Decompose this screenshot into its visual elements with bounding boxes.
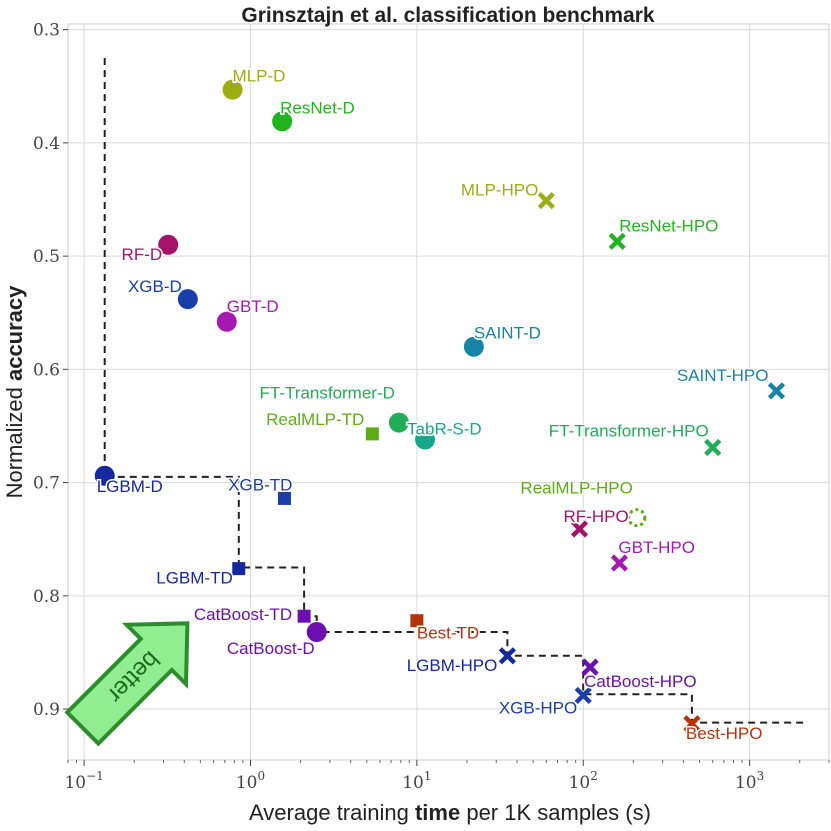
x-tick-base: 10: [402, 773, 424, 793]
point-resnet-d: [272, 111, 293, 132]
y-tick-label: 0.5: [33, 247, 60, 267]
point-gbt-hpo: [610, 554, 629, 572]
label-saint-d: SAINT-D: [474, 324, 541, 343]
point-catboost-hpo: [581, 658, 599, 676]
label-lgbm-d: LGBM-D: [97, 477, 163, 496]
x-tick-base: 10: [236, 773, 258, 793]
point-tabr-s-d: [415, 429, 436, 450]
point-mlp-hpo: [537, 192, 555, 210]
x-tick-base: 10: [64, 773, 86, 793]
point-xgb-hpo: [574, 686, 592, 705]
label-catboost-td: CatBoost-TD: [194, 605, 292, 624]
label-rf-d: RF-D: [122, 245, 163, 264]
y-axis-label-part-1: Normalized: [2, 381, 27, 498]
point-ft-transformer-hpo: [704, 438, 722, 457]
data-points: [94, 79, 786, 733]
label-mlp-hpo: MLP-HPO: [461, 181, 538, 200]
y-tick-label: 0.6: [33, 360, 60, 380]
label-lgbm-hpo: LGBM-HPO: [407, 656, 498, 675]
x-tick-exponent: 3: [757, 769, 765, 783]
point-catboost-td: [297, 609, 311, 623]
y-axis-ticks: 0.3 0.4 0.5 0.6 0.7 0.8 0.9: [33, 21, 68, 720]
chart-title: Grinsztajn et al. classification benchma…: [241, 4, 654, 27]
x-tick-base: 10: [569, 773, 591, 793]
label-resnet-hpo: ResNet-HPO: [619, 216, 718, 235]
label-saint-hpo: SAINT-HPO: [677, 366, 769, 385]
y-axis-label-bold: accuracy: [2, 285, 27, 381]
label-xgb-d: XGB-D: [128, 277, 182, 296]
point-saint-hpo: [767, 382, 786, 400]
point-ft-transformer-d: [388, 412, 409, 433]
label-mlp-d: MLP-D: [233, 67, 286, 86]
point-lgbm-hpo: [498, 647, 516, 665]
point-xgb-d: [177, 289, 198, 310]
point-realmlp-td: [365, 427, 379, 441]
label-resnet-d: ResNet-D: [280, 98, 355, 117]
data-point-labels: MLP-D ResNet-D MLP-HPO ResNet-HPO RF-D XGB-D G…: [95, 65, 770, 744]
point-resnet-hpo: [608, 232, 626, 250]
x-axis-label: Average training time per 1K samples (s): [249, 800, 651, 825]
point-lgbm-td: [232, 562, 246, 576]
label-realmlp-hpo: RealMLP-HPO: [520, 479, 632, 498]
x-tick-exponent: −1: [86, 769, 104, 783]
y-tick-label: 0.7: [33, 474, 60, 494]
x-axis-label-part-2: per 1K samples (s): [460, 800, 651, 825]
label-gbt-hpo: GBT-HPO: [618, 538, 695, 557]
x-axis-ticks: 10−1 100 101 102 103: [64, 760, 830, 793]
point-best-hpo: [683, 715, 701, 733]
point-best-td: [410, 614, 424, 628]
x-tick-label: 100: [236, 769, 265, 793]
point-realmlp-hpo: [627, 508, 647, 528]
x-tick-base: 10: [735, 773, 757, 793]
label-catboost-hpo: CatBoost-HPO: [584, 672, 696, 691]
label-best-hpo: Best-HPO: [686, 724, 763, 743]
x-tick-exponent: 0: [257, 769, 265, 783]
label-lgbm-td: LGBM-TD: [156, 569, 233, 588]
grid-lines: [68, 24, 829, 760]
y-tick-label: 0.9: [33, 700, 60, 720]
y-tick-label: 0.3: [33, 21, 60, 41]
point-gbt-d: [216, 311, 237, 332]
point-xgb-td: [277, 491, 291, 505]
label-ft-transformer-d: FT-Transformer-D: [260, 384, 395, 403]
label-best-td: Best-TD: [417, 624, 479, 643]
x-axis-label-part-1: Average training: [249, 800, 415, 825]
x-tick-exponent: 2: [590, 769, 598, 783]
label-gbt-d: GBT-D: [227, 297, 279, 316]
plot-frame: [67, 23, 830, 761]
x-tick-label: 103: [735, 769, 764, 793]
label-xgb-hpo: XGB-HPO: [499, 698, 577, 717]
x-tick-label: 101: [402, 769, 431, 793]
x-tick-exponent: 1: [424, 769, 432, 783]
point-rf-d: [158, 234, 179, 255]
x-tick-label: 10−1: [64, 769, 103, 793]
x-axis-label-bold: time: [415, 800, 460, 825]
point-rf-hpo: [570, 520, 589, 538]
label-realmlp-td: RealMLP-TD: [266, 410, 364, 429]
better-arrow: [64, 621, 190, 747]
y-tick-label: 0.4: [33, 134, 60, 154]
point-lgbm-d: [94, 465, 115, 486]
point-saint-d: [463, 336, 484, 357]
point-mlp-d: [222, 79, 243, 100]
label-tabr-s-d: TabR-S-D: [407, 420, 482, 439]
y-axis-label: Normalized accuracy: [2, 285, 27, 499]
label-catboost-d: CatBoost-D: [227, 639, 315, 658]
point-catboost-d: [306, 622, 327, 643]
label-ft-transformer-hpo: FT-Transformer-HPO: [549, 421, 709, 440]
x-tick-label: 102: [569, 769, 598, 793]
label-rf-hpo: RF-HPO: [564, 507, 629, 526]
y-tick-label: 0.8: [33, 587, 60, 607]
label-xgb-td: XGB-TD: [228, 475, 292, 494]
